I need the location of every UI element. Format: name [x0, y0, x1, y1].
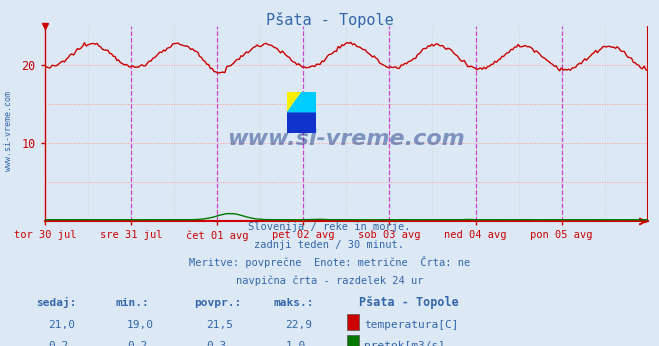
Text: 19,0: 19,0 — [127, 320, 154, 330]
Text: 0,2: 0,2 — [127, 341, 148, 346]
Text: 21,0: 21,0 — [48, 320, 75, 330]
Text: Pšata - Topole: Pšata - Topole — [359, 296, 459, 309]
Text: pretok[m3/s]: pretok[m3/s] — [364, 341, 445, 346]
Polygon shape — [287, 92, 316, 133]
Text: povpr.:: povpr.: — [194, 298, 242, 308]
Text: www.si-vreme.com: www.si-vreme.com — [4, 91, 13, 172]
Text: Slovenija / reke in morje.: Slovenija / reke in morje. — [248, 222, 411, 232]
Text: 0,2: 0,2 — [48, 341, 69, 346]
Polygon shape — [287, 92, 302, 112]
Text: www.si-vreme.com: www.si-vreme.com — [227, 129, 465, 149]
Polygon shape — [302, 92, 316, 112]
Text: navpična črta - razdelek 24 ur: navpična črta - razdelek 24 ur — [236, 275, 423, 286]
Text: 0,3: 0,3 — [206, 341, 227, 346]
Text: Pšata - Topole: Pšata - Topole — [266, 12, 393, 28]
Text: 21,5: 21,5 — [206, 320, 233, 330]
Text: min.:: min.: — [115, 298, 149, 308]
Text: zadnji teden / 30 minut.: zadnji teden / 30 minut. — [254, 240, 405, 250]
Text: temperatura[C]: temperatura[C] — [364, 320, 458, 330]
Text: 1,0: 1,0 — [285, 341, 306, 346]
Text: sedaj:: sedaj: — [36, 297, 76, 308]
Text: 22,9: 22,9 — [285, 320, 312, 330]
Polygon shape — [287, 92, 316, 112]
Text: maks.:: maks.: — [273, 298, 314, 308]
Text: Meritve: povprečne  Enote: metrične  Črta: ne: Meritve: povprečne Enote: metrične Črta:… — [189, 256, 470, 268]
